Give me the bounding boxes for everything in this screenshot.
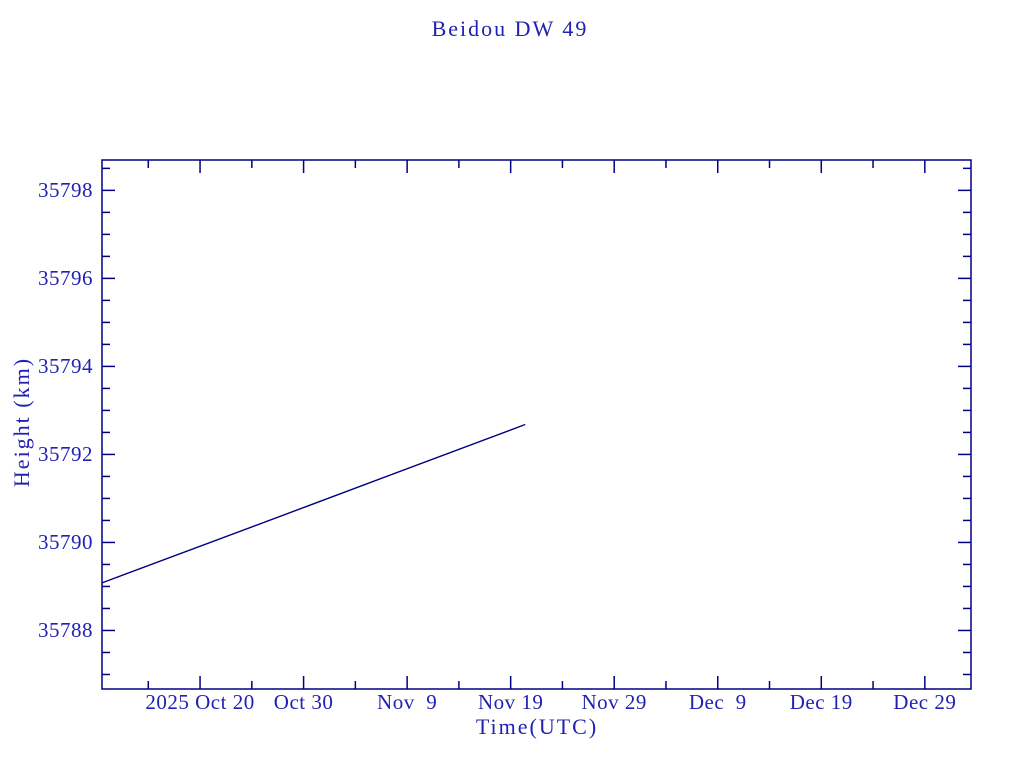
x-tick-label: Oct 30 [273, 690, 334, 714]
height-line [101, 423, 526, 584]
y-tick-label: 35790 [38, 530, 93, 555]
x-tick-label: 2025 Oct 20 [145, 690, 255, 714]
y-tick-label: 35798 [38, 178, 93, 203]
chart-title: Beidou DW 49 [431, 16, 589, 41]
y-tick-label: 35792 [38, 442, 93, 467]
x-tick-label: Nov 29 [581, 690, 647, 714]
x-tick-label: Dec 29 [893, 690, 957, 714]
x-tick-label: Nov 9 [377, 690, 438, 714]
plot-frame [101, 159, 972, 690]
x-tick-label: Dec 19 [789, 690, 853, 714]
x-axis-label: Time(UTC) [475, 714, 599, 739]
y-tick-label: 35788 [38, 618, 93, 643]
x-tick-label: Dec 9 [688, 690, 747, 714]
y-tick-label: 35796 [38, 266, 93, 291]
y-tick-label: 35794 [38, 354, 93, 379]
x-tick-label: Nov 19 [477, 690, 544, 714]
